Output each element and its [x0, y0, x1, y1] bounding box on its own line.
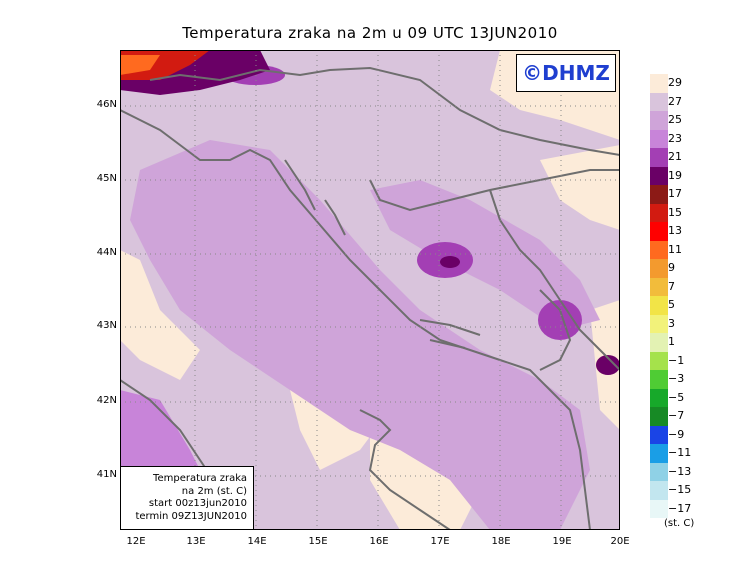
legend-label: 15 [668, 205, 682, 219]
legend-swatch [650, 425, 668, 444]
field-dark-montenegro [538, 300, 582, 340]
legend-swatch [650, 203, 668, 222]
lon-label-16e: 16E [369, 536, 389, 547]
legend-label: 23 [668, 131, 682, 145]
legend-label: 27 [668, 94, 682, 108]
field-violet-adriatic [130, 140, 590, 530]
lat-label-45n: 45N [96, 173, 117, 184]
info-line-4: termin 09Z13JUN2010 [135, 510, 247, 522]
legend-swatch [650, 74, 668, 93]
legend-swatch [650, 92, 668, 111]
lon-label-15e: 15E [308, 536, 328, 547]
lon-label-17e: 17E [430, 536, 450, 547]
legend-swatch [650, 481, 668, 500]
legend-label: −17 [668, 501, 692, 515]
info-box: Temperatura zraka na 2m (st. C) start 00… [120, 466, 254, 530]
legend-swatch [650, 259, 668, 278]
legend-swatch [650, 499, 668, 518]
legend-unit: (st. C) [664, 518, 695, 529]
legend-swatch [650, 370, 668, 389]
map-frame [120, 50, 620, 530]
legend-label: −15 [668, 483, 692, 497]
lat-label-44n: 44N [96, 247, 117, 258]
legend-swatch [650, 222, 668, 241]
legend-swatch [650, 296, 668, 315]
field-darkest-se [596, 355, 620, 375]
dhmz-logo: ©DHMZ [516, 54, 616, 92]
field-cream-east [540, 145, 620, 230]
field-hot-northwest-orange [120, 55, 160, 75]
lon-label-20e: 20E [610, 536, 630, 547]
legend-swatch [650, 351, 668, 370]
legend-label: −7 [668, 409, 685, 423]
field-cream-sw [120, 250, 200, 380]
legend-swatch [650, 185, 668, 204]
lat-label-42n: 42N [96, 395, 117, 406]
legend-swatch [650, 166, 668, 185]
legend-swatch [650, 277, 668, 296]
legend-swatch [650, 111, 668, 130]
legend-label: 11 [668, 242, 682, 256]
legend-swatch [650, 148, 668, 167]
legend-label: 21 [668, 150, 682, 164]
legend-swatch [650, 407, 668, 426]
legend-label: 29 [668, 76, 682, 90]
coastlines [120, 66, 620, 530]
lon-label-19e: 19E [552, 536, 572, 547]
lon-label-13e: 13E [186, 536, 206, 547]
lon-label-14e: 14E [247, 536, 267, 547]
legend-label: 3 [668, 316, 675, 330]
legend-label: 5 [668, 298, 675, 312]
map-title: Temperatura zraka na 2m u 09 UTC 13JUN20… [182, 24, 558, 42]
temperature-map [120, 50, 620, 530]
field-darkest-bosnia [440, 256, 460, 268]
legend-swatch [650, 444, 668, 463]
legend-swatch [650, 129, 668, 148]
legend-swatch [650, 388, 668, 407]
info-line-2: na 2m (st. C) [181, 485, 247, 497]
legend-label: 9 [668, 261, 675, 275]
lon-label-12e: 12E [126, 536, 146, 547]
legend-label: 1 [668, 335, 675, 349]
legend-label: 13 [668, 224, 682, 238]
lat-label-43n: 43N [96, 320, 117, 331]
legend-label: −3 [668, 372, 685, 386]
legend-swatch [650, 333, 668, 352]
legend-label: 19 [668, 168, 682, 182]
legend-label: −9 [668, 427, 685, 441]
legend-label: −1 [668, 353, 685, 367]
info-line-1: Temperatura zraka [153, 473, 247, 484]
field-cream-bottom [370, 430, 480, 530]
lat-label-46n: 46N [96, 99, 117, 110]
info-line-3: start 00z13jun2010 [148, 498, 247, 509]
legend-label: −11 [668, 446, 692, 460]
legend-swatch [650, 314, 668, 333]
lon-label-18e: 18E [491, 536, 511, 547]
legend-swatch [650, 240, 668, 259]
legend-label: 17 [668, 187, 682, 201]
lat-label-41n: 41N [96, 469, 117, 480]
legend-label: −5 [668, 390, 685, 404]
legend-label: 25 [668, 113, 682, 127]
legend-swatch [650, 462, 668, 481]
legend-label: −13 [668, 464, 692, 478]
legend-label: 7 [668, 279, 675, 293]
lat-lon-grid [120, 50, 620, 530]
